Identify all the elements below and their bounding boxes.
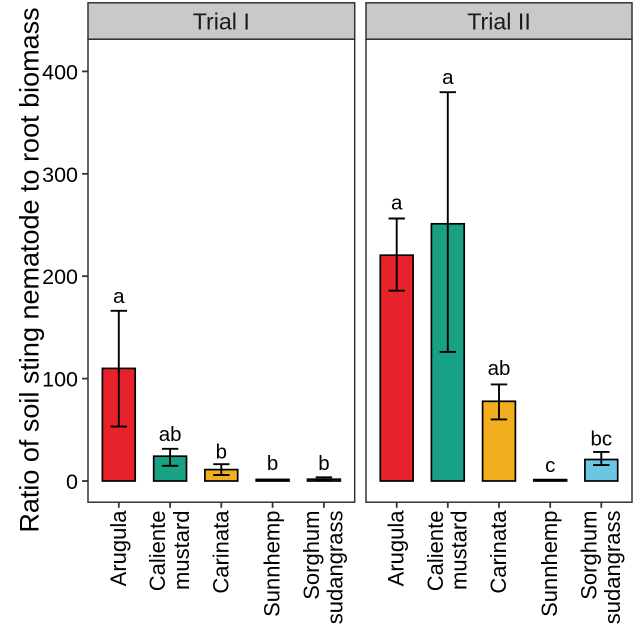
svg-text:Trial I: Trial I	[193, 9, 250, 35]
svg-text:Ratio of soil sting nematode t: Ratio of soil sting nematode to root bio…	[15, 7, 45, 532]
svg-text:Caliente: Caliente	[145, 511, 170, 592]
svg-text:a: a	[442, 66, 454, 89]
svg-text:Sorghum: Sorghum	[576, 511, 601, 600]
svg-text:Sunnhemp: Sunnhemp	[260, 511, 285, 617]
svg-text:sudangrass: sudangrass	[600, 511, 625, 625]
svg-text:400: 400	[42, 60, 78, 84]
svg-text:Arugula: Arugula	[384, 510, 409, 587]
svg-text:b: b	[216, 440, 227, 463]
svg-text:bc: bc	[590, 428, 612, 451]
svg-text:b: b	[318, 452, 329, 475]
svg-text:mustard: mustard	[447, 511, 472, 590]
svg-text:Carinata: Carinata	[486, 510, 511, 594]
svg-text:b: b	[267, 452, 278, 475]
svg-text:ab: ab	[488, 357, 511, 380]
svg-text:100: 100	[42, 368, 78, 392]
svg-text:0: 0	[66, 470, 78, 494]
svg-text:sudangrass: sudangrass	[323, 511, 348, 625]
svg-text:300: 300	[42, 163, 78, 187]
svg-text:ab: ab	[159, 423, 182, 446]
svg-text:Sunnhemp: Sunnhemp	[537, 511, 562, 617]
svg-text:a: a	[113, 285, 125, 308]
svg-text:mustard: mustard	[169, 511, 194, 590]
svg-text:Arugula: Arugula	[106, 510, 131, 587]
svg-text:a: a	[391, 192, 403, 215]
svg-text:c: c	[545, 454, 555, 477]
svg-text:Sorghum: Sorghum	[299, 511, 324, 600]
svg-text:200: 200	[42, 265, 78, 289]
svg-text:Trial II: Trial II	[467, 9, 531, 35]
svg-text:Caliente: Caliente	[423, 511, 448, 592]
svg-text:Carinata: Carinata	[208, 510, 233, 594]
